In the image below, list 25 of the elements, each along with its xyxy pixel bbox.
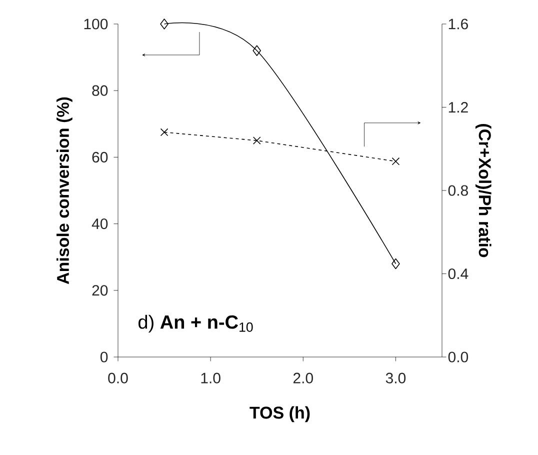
y-tick-label: 80	[92, 85, 108, 96]
x-axis-title: TOS (h)	[250, 406, 310, 422]
x-tick-label: 1.0	[201, 372, 220, 384]
y-tick-label: 100	[84, 18, 108, 30]
point	[252, 45, 261, 56]
annotation: d) An + n-C$_{10}$	[138, 314, 253, 333]
y2-tick-label: 0.4	[448, 268, 468, 280]
y-tick-label: 60	[92, 152, 108, 162]
y-tick-label: 40	[92, 218, 108, 230]
point	[252, 136, 261, 144]
point	[392, 157, 400, 166]
x-tick-label: 2.0	[293, 372, 313, 384]
point	[392, 258, 400, 270]
y2-tick-label: 0.8	[448, 185, 468, 196]
y-tick-label: 20	[92, 285, 108, 296]
y-axis-title: Anisole conversion (%)	[56, 97, 72, 284]
point	[160, 128, 168, 136]
y2-tick-label: 1.2	[448, 102, 468, 112]
y-tick-label: 0	[100, 352, 108, 362]
y2-axis-title: (Cr+Xol)/Ph ratio	[475, 124, 492, 258]
point	[160, 18, 168, 30]
x-tick-label: 3.0	[386, 372, 406, 384]
y2-tick-label: 0.0	[448, 352, 468, 362]
y2-tick-label: 1.6	[448, 18, 468, 30]
x-tick-label: 0.0	[108, 372, 128, 384]
